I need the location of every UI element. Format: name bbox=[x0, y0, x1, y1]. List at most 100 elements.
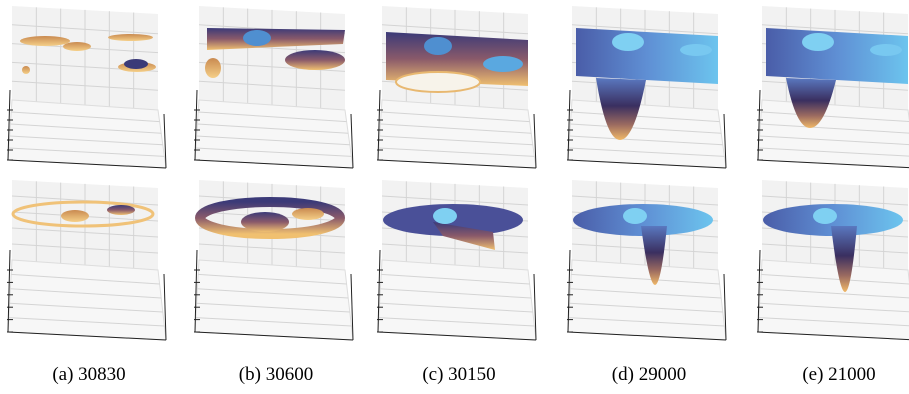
axis-line bbox=[377, 159, 537, 169]
surface-blob bbox=[285, 50, 345, 70]
grid-line bbox=[198, 243, 346, 254]
axis-line bbox=[7, 159, 167, 169]
grid-line bbox=[381, 273, 530, 285]
surface-funnel bbox=[596, 78, 646, 140]
caption: (d) 29000 bbox=[612, 364, 686, 385]
surface-blob bbox=[107, 205, 135, 215]
surface-peak bbox=[813, 208, 837, 224]
surface bbox=[576, 28, 718, 84]
axis-line bbox=[723, 113, 727, 169]
surface-funnel bbox=[786, 78, 836, 128]
grid-line bbox=[198, 273, 347, 285]
axis-line bbox=[194, 249, 198, 333]
surface-peak bbox=[680, 44, 712, 56]
floor bbox=[567, 259, 727, 341]
caption: (b) 30600 bbox=[239, 364, 313, 385]
grid-line bbox=[11, 273, 160, 285]
grid-line bbox=[9, 302, 163, 313]
grid-line bbox=[8, 147, 165, 157]
surface-peak bbox=[124, 59, 148, 69]
grid-line bbox=[9, 135, 163, 146]
grid-line bbox=[197, 123, 349, 134]
grid-line bbox=[761, 195, 909, 206]
floor bbox=[757, 99, 909, 169]
axis-line bbox=[194, 159, 354, 169]
grid-line bbox=[379, 302, 533, 313]
axis-line bbox=[163, 273, 167, 341]
grid-line bbox=[378, 317, 535, 327]
axis-line bbox=[567, 89, 571, 161]
axis-line bbox=[377, 331, 537, 341]
surface bbox=[207, 28, 345, 50]
axis-line bbox=[350, 273, 354, 341]
axis-line bbox=[533, 273, 537, 341]
axis-line bbox=[194, 89, 198, 161]
grid-line bbox=[761, 273, 909, 285]
grid-line bbox=[381, 195, 529, 206]
surface-peak bbox=[612, 33, 644, 51]
grid-line bbox=[10, 288, 162, 299]
axis-line bbox=[757, 159, 909, 169]
grid-line bbox=[571, 195, 719, 206]
grid-line bbox=[378, 147, 535, 157]
surface-blob bbox=[292, 208, 324, 220]
grid-line bbox=[381, 111, 530, 123]
surface-blob bbox=[108, 34, 153, 41]
subfigure: (c) 30150 bbox=[377, 6, 537, 385]
grid-line bbox=[11, 243, 159, 254]
grid-line bbox=[569, 302, 723, 313]
surface-peak bbox=[802, 33, 834, 51]
subfigure: (a) 30830 bbox=[7, 6, 167, 385]
surface bbox=[766, 28, 908, 84]
surface-blob bbox=[22, 66, 30, 74]
subfigure: (e) 21000 bbox=[757, 6, 909, 385]
grid-line bbox=[759, 302, 909, 313]
axis-line bbox=[7, 249, 11, 333]
grid-line bbox=[11, 227, 159, 238]
grid-line bbox=[760, 123, 909, 134]
axis-line bbox=[723, 273, 727, 341]
axis-line bbox=[377, 249, 381, 333]
caption: (a) 30830 bbox=[52, 364, 125, 385]
grid-line bbox=[195, 317, 352, 327]
floor bbox=[194, 99, 354, 169]
surface-cut bbox=[433, 222, 495, 250]
caption: (e) 21000 bbox=[802, 364, 875, 385]
grid-line bbox=[761, 80, 909, 91]
axis-line bbox=[163, 113, 167, 169]
grid-line bbox=[11, 111, 160, 123]
grid-line bbox=[380, 123, 532, 134]
subfigure: (d) 29000 bbox=[567, 6, 727, 385]
grid-line bbox=[196, 135, 350, 146]
axis-line bbox=[757, 249, 761, 333]
axis-line bbox=[757, 331, 909, 341]
surface-blob bbox=[20, 36, 70, 46]
floor bbox=[194, 259, 354, 341]
grid-line bbox=[570, 288, 722, 299]
surface-ring bbox=[195, 197, 345, 239]
surface-blob bbox=[205, 58, 221, 78]
axis-line bbox=[757, 89, 761, 161]
grid-line bbox=[381, 24, 529, 35]
surface-peak bbox=[424, 37, 452, 55]
surface-peak bbox=[623, 208, 647, 224]
surface-blob bbox=[61, 210, 89, 222]
axis-line bbox=[7, 331, 167, 341]
grid-line bbox=[379, 135, 533, 146]
floor bbox=[7, 259, 167, 341]
grid-line bbox=[8, 317, 165, 327]
grid-line bbox=[198, 61, 346, 72]
axis-line bbox=[350, 113, 354, 169]
caption: (c) 30150 bbox=[422, 364, 495, 385]
grid-line bbox=[758, 317, 909, 327]
grid-line bbox=[758, 147, 909, 157]
surface-ring bbox=[11, 200, 155, 228]
surface-blob bbox=[241, 212, 289, 232]
surface-hole bbox=[395, 71, 481, 93]
grid-line bbox=[569, 135, 723, 146]
axis-line bbox=[567, 331, 727, 341]
grid-line bbox=[197, 288, 349, 299]
grid-line bbox=[10, 123, 162, 134]
grid-line bbox=[195, 147, 352, 157]
